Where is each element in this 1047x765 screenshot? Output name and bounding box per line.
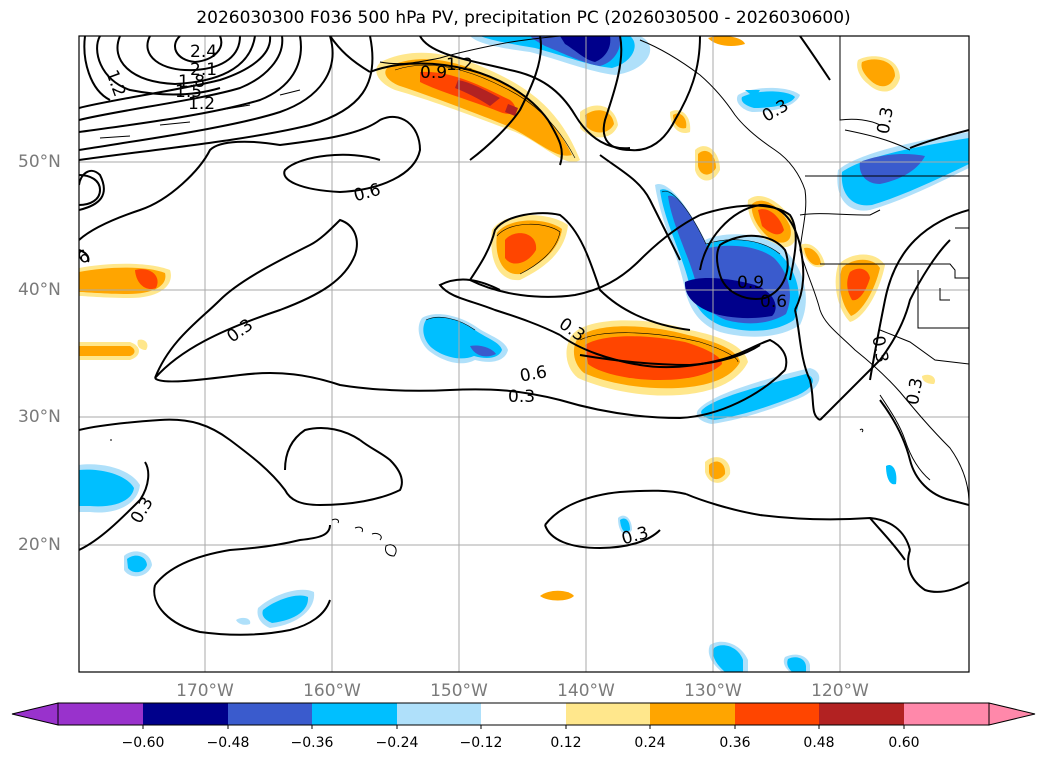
colorbar-swatch bbox=[481, 703, 566, 725]
contour-label: 0.6 bbox=[518, 362, 548, 386]
lat-label: 50°N bbox=[18, 152, 61, 172]
colorbar-ticks bbox=[142, 725, 905, 729]
colorbar-extend-min bbox=[11, 702, 59, 726]
lon-label: 130°W bbox=[684, 681, 742, 701]
colorbar-swatch bbox=[312, 703, 397, 725]
precip-negative bbox=[79, 36, 969, 672]
colorbar-swatch bbox=[143, 703, 228, 725]
contour-label: 0.9 bbox=[420, 63, 447, 83]
contour-label: 1.5 bbox=[175, 82, 202, 102]
lon-label: 140°W bbox=[557, 681, 615, 701]
colorbar-swatch bbox=[228, 703, 312, 725]
colorbar-tick-label: −0.60 bbox=[121, 735, 165, 751]
colorbar-tick-label: 0.24 bbox=[634, 735, 666, 751]
contour-label: 0.6 bbox=[760, 292, 787, 312]
contour-label: 1.2 bbox=[446, 55, 473, 75]
colorbar-tick-label: −0.36 bbox=[290, 735, 334, 751]
lon-label: 120°W bbox=[811, 681, 869, 701]
contour-label: 2.1 bbox=[190, 60, 217, 80]
colorbar-tick-label: −0.24 bbox=[375, 735, 419, 751]
colorbar-swatch bbox=[397, 703, 481, 725]
colorbar-swatch bbox=[566, 703, 650, 725]
contour-label: 2.4 bbox=[190, 42, 217, 62]
colorbar-tick-label: −0.48 bbox=[206, 735, 250, 751]
contour-label: 0.3 bbox=[874, 105, 898, 135]
colorbar-tick-label: 0.12 bbox=[550, 735, 582, 751]
graticule bbox=[79, 36, 969, 672]
islands bbox=[110, 428, 864, 557]
colorbar-swatch bbox=[735, 703, 819, 725]
map-content: 2.4 2.1 1.8 1.5 1.2 1.2 0.9 1.2 0.6 0.3 … bbox=[79, 36, 969, 672]
colorbar-tick-label: 0.36 bbox=[719, 735, 751, 751]
contour-label: 1.8 bbox=[178, 72, 205, 92]
colorbar-outline bbox=[57, 702, 990, 726]
lon-label: 160°W bbox=[303, 681, 361, 701]
contour-label: 0.3 bbox=[508, 387, 535, 407]
precip-positive bbox=[79, 36, 936, 601]
contour-label: 0.3 bbox=[903, 376, 927, 406]
figure-title: 2026030300 F036 500 hPa PV, precipitatio… bbox=[196, 8, 851, 28]
contour-label: 0.3 bbox=[867, 334, 891, 364]
lat-label: 30°N bbox=[18, 407, 61, 427]
lat-label: 20°N bbox=[18, 535, 61, 555]
map-frame bbox=[78, 35, 970, 673]
colorbar-swatch bbox=[58, 703, 143, 725]
lon-label: 170°W bbox=[176, 681, 234, 701]
colorbar-swatch bbox=[819, 703, 904, 725]
colorbar-tick-label: 0.60 bbox=[888, 735, 920, 751]
contour-label: 1.2 bbox=[188, 94, 215, 114]
colorbar-extend-max bbox=[988, 702, 1036, 726]
colorbar-tick-label: 0.48 bbox=[803, 735, 835, 751]
colorbar-swatch bbox=[650, 703, 735, 725]
contour-label: 0.9 bbox=[737, 273, 764, 293]
colorbar-swatch bbox=[904, 703, 989, 725]
pv-contours bbox=[79, 36, 969, 636]
colorbar-tick-label: −0.12 bbox=[459, 735, 503, 751]
lat-label: 40°N bbox=[18, 280, 61, 300]
colorbar bbox=[11, 702, 1036, 729]
lon-label: 150°W bbox=[430, 681, 488, 701]
